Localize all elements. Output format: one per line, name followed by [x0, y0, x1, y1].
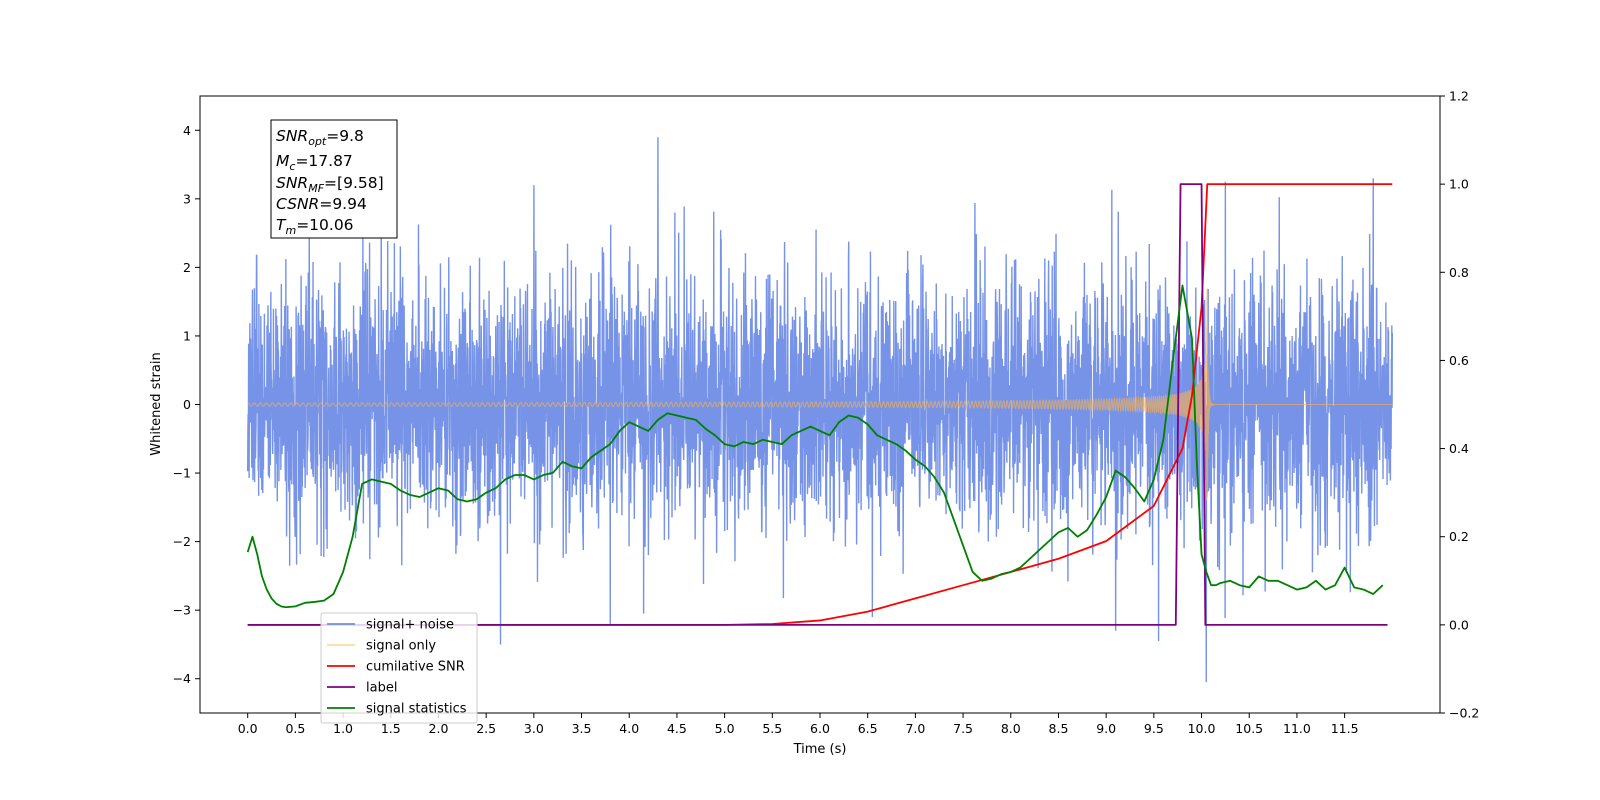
x-tick-label: 1.5	[381, 721, 401, 736]
y-tick-label: 3	[183, 191, 191, 206]
legend-item-signal-statistics: signal statistics	[327, 702, 467, 717]
series-signal-statistics-line	[246, 284, 1384, 609]
y-tick-label: 4	[183, 123, 191, 138]
x-tick-label: 5.5	[762, 721, 782, 736]
legend-label: label	[366, 681, 397, 696]
x-tick-label: 5.0	[715, 721, 735, 736]
legend: signal+ noise signal only cumilative SNR la…	[320, 612, 478, 724]
x-tick-label: 7.0	[905, 721, 925, 736]
x-tick-label: 11.0	[1283, 721, 1311, 736]
y2-tick-label: 1.0	[1449, 177, 1469, 192]
x-axis: 0.0 0.5 1.0 1.5 2.0 2.5 3.0 3.5 4.0 4.5 5.0 5.5 6.0 6…	[238, 713, 1359, 736]
x-tick-label: 6.5	[858, 721, 878, 736]
y2-tick-label: 0.4	[1449, 441, 1469, 456]
legend-label: signal only	[366, 639, 436, 654]
info-snr-mf: SNRMF=[9.58]	[276, 174, 384, 195]
x-tick-label: 10.0	[1188, 721, 1216, 736]
x-tick-label: 0.0	[238, 721, 258, 736]
x-tick-label: 4.0	[619, 721, 639, 736]
x-tick-label: 6.0	[810, 721, 830, 736]
y2-tick-label: 0.8	[1449, 265, 1469, 280]
y-tick-label: 0	[183, 397, 191, 412]
y-axis-label: Whitened strain	[149, 352, 164, 455]
y-tick-label: −1	[173, 466, 191, 481]
x-tick-label: 1.0	[333, 721, 353, 736]
x-tick-label: 9.0	[1096, 721, 1116, 736]
info-snr-opt: SNRopt=9.8	[276, 127, 364, 148]
y2-axis: −0.2 0.0 0.2 0.4 0.6 0.8 1.0 1.2	[1440, 89, 1479, 721]
y-tick-label: −3	[173, 603, 191, 618]
x-tick-label: 11.5	[1331, 721, 1359, 736]
x-tick-label: 7.5	[953, 721, 973, 736]
info-mc: Mc=17.87	[276, 152, 353, 173]
x-tick-label: 8.5	[1049, 721, 1069, 736]
y-tick-label: 2	[183, 260, 191, 275]
x-tick-label: 3.5	[572, 721, 592, 736]
x-axis-label: Time (s)	[793, 742, 847, 757]
info-box: SNRopt=9.8 Mc=17.87 SNRMF=[9.58] CSNR=9.…	[270, 119, 398, 239]
x-tick-label: 8.0	[1001, 721, 1021, 736]
y2-tick-label: 0.0	[1449, 617, 1469, 632]
series-cumilative-snr-line	[247, 183, 1393, 626]
y2-tick-label: 0.6	[1449, 353, 1469, 368]
series-signal-only-line	[247, 288, 1393, 501]
x-tick-label: 9.5	[1144, 721, 1164, 736]
y-tick-label: −2	[173, 534, 191, 549]
series-label-line	[247, 183, 1388, 626]
info-tm: Tm=10.06	[276, 216, 354, 237]
legend-item-signal-noise: signal+ noise	[327, 618, 454, 633]
x-tick-label: 4.5	[667, 721, 687, 736]
legend-frame	[320, 612, 478, 724]
legend-label: cumilative SNR	[366, 660, 465, 675]
x-tick-label: 2.0	[429, 721, 449, 736]
plot-layer	[246, 137, 1394, 683]
x-tick-label: 2.5	[476, 721, 496, 736]
x-tick-label: 0.5	[285, 721, 305, 736]
y-axis: −4 −3 −2 −1 0 1 2 3 4	[173, 123, 200, 686]
y2-tick-label: 0.2	[1449, 529, 1469, 544]
legend-label: signal+ noise	[366, 618, 454, 633]
info-box-frame	[270, 119, 398, 239]
legend-item-signal-only: signal only	[327, 639, 436, 654]
legend-item-cumilative-snr: cumilative SNR	[327, 660, 465, 675]
series-signal-noise-line	[246, 137, 1394, 683]
x-tick-label: 3.0	[524, 721, 544, 736]
y-tick-label: 1	[183, 328, 191, 343]
y2-tick-label: 1.2	[1449, 89, 1469, 104]
x-tick-label: 10.5	[1235, 721, 1263, 736]
info-csnr: CSNR=9.94	[276, 195, 367, 213]
y-tick-label: −4	[173, 671, 191, 686]
y2-tick-label: −0.2	[1449, 706, 1479, 721]
legend-item-label: label	[327, 681, 397, 696]
legend-label: signal statistics	[366, 702, 467, 717]
